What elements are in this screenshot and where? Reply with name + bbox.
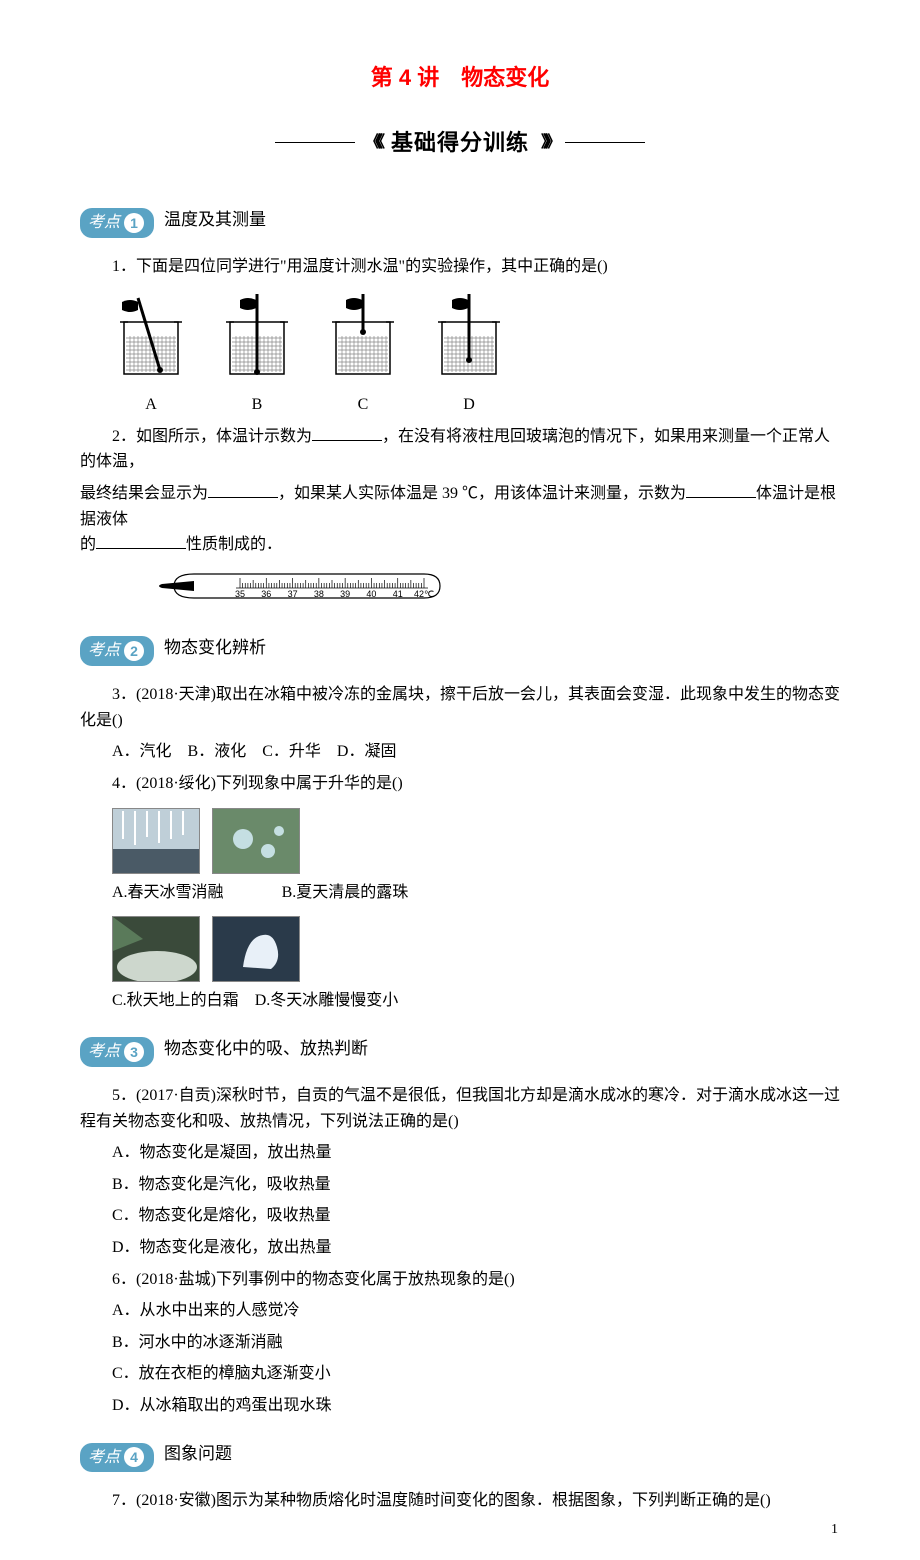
q6-text: 6．(2018·盐城)下列事例中的物态变化属于放热现象的是() [80, 1267, 840, 1293]
q4-img-d [212, 916, 300, 982]
q1-diagram-b: B [218, 288, 296, 418]
q2-thermometer: 35 36 37 38 39 40 41 42℃ [144, 566, 840, 615]
beaker-d-svg [430, 288, 508, 384]
blank [208, 482, 278, 498]
blank [312, 425, 382, 441]
topic-name-4: 图象问题 [164, 1440, 232, 1467]
q4-images-row1 [112, 808, 840, 874]
q2-line1: 2．如图所示，体温计示数为，在没有将液柱甩回玻璃泡的情况下，如果用来测量一个正常… [80, 424, 840, 475]
topic-pill-number: 4 [124, 1447, 144, 1467]
topic-pill-1: 考点 1 [80, 208, 154, 238]
q5-opt-a: A．物态变化是凝固，放出热量 [112, 1140, 840, 1166]
q2-line3: 的 性质制成的． [80, 532, 840, 558]
q7-text: 7．(2018·安徽)图示为某种物质熔化时温度随时间变化的图象．根据图象，下列判… [80, 1488, 840, 1514]
topic-pill-number: 3 [124, 1042, 144, 1062]
q6-opt-c: C．放在衣柜的樟脑丸逐渐变小 [112, 1361, 840, 1387]
q1-diagram-a: A [112, 288, 190, 418]
q4-img-a [112, 808, 200, 874]
q4-label-c: C.秋天地上的白霜 [112, 992, 239, 1009]
q2-line3-b: 性质制成的． [186, 536, 282, 553]
svg-text:39: 39 [340, 589, 350, 599]
beaker-c-svg [324, 288, 402, 384]
topic-1: 考点 1 温度及其测量 [80, 190, 840, 248]
q5-opt-b: B．物态变化是汽化，吸收热量 [112, 1172, 840, 1198]
q4-row2-labels: C.秋天地上的白霜 D.冬天冰雕慢慢变小 [112, 988, 840, 1014]
q5-opt-d: D．物态变化是液化，放出热量 [112, 1235, 840, 1261]
topic-pill-2: 考点 2 [80, 636, 154, 666]
blank [96, 533, 186, 549]
q6-opt-b: B．河水中的冰逐渐消融 [112, 1330, 840, 1356]
q4-label-d: D.冬天冰雕慢慢变小 [255, 992, 399, 1009]
topic-pill-number: 2 [124, 641, 144, 661]
topic-3: 考点 3 物态变化中的吸、放热判断 [80, 1019, 840, 1077]
beaker-b-svg [218, 288, 296, 384]
q4-label-b: B.夏天清晨的露珠 [282, 884, 409, 901]
q4-text: 4．(2018·绥化)下列现象中属于升华的是() [80, 771, 840, 797]
q3-text: 3．(2018·天津)取出在冰箱中被冷冻的金属块，擦干后放一会儿，其表面会变湿．… [80, 682, 840, 733]
q2-line2-b: ，如果某人实际体温是 39 ℃，用该体温计来测量，示数为 [278, 485, 686, 502]
q1-diagrams: A B [112, 288, 840, 418]
q6-opt-d: D．从冰箱取出的鸡蛋出现水珠 [112, 1393, 840, 1419]
q3-options: A．汽化 B．液化 C．升华 D．凝固 [112, 739, 840, 765]
q1-label-a: A [112, 392, 190, 418]
svg-text:38: 38 [314, 589, 324, 599]
q2-line1-a: 2．如图所示，体温计示数为 [112, 428, 312, 445]
q1-label-c: C [324, 392, 402, 418]
svg-text:37: 37 [288, 589, 298, 599]
banner-quotes-right: 》》》 [541, 130, 555, 156]
q1-label-b: B [218, 392, 296, 418]
q4-images-row2 [112, 916, 840, 982]
q6-opt-a: A．从水中出来的人感觉冷 [112, 1298, 840, 1324]
banner-quotes-left: 《《《 [365, 130, 379, 156]
topic-pill-4: 考点 4 [80, 1443, 154, 1473]
svg-text:42℃: 42℃ [414, 589, 434, 599]
topic-pill-label: 考点 [88, 210, 120, 236]
q2-line2-a: 最终结果会显示为 [80, 485, 208, 502]
topic-4: 考点 4 图象问题 [80, 1425, 840, 1483]
svg-text:40: 40 [366, 589, 376, 599]
banner-text: 基础得分训练 [391, 125, 529, 160]
svg-text:35: 35 [235, 589, 245, 599]
topic-pill-number: 1 [124, 213, 144, 233]
blank [686, 482, 756, 498]
q4-img-b [212, 808, 300, 874]
topic-name-3: 物态变化中的吸、放热判断 [164, 1035, 368, 1062]
q5-text: 5．(2017·自贡)深秋时节，自贡的气温不是很低，但我国北方却是滴水成冰的寒冷… [80, 1083, 840, 1134]
svg-text:36: 36 [261, 589, 271, 599]
topic-name-2: 物态变化辨析 [164, 634, 266, 661]
q4-img-c [112, 916, 200, 982]
beaker-a-svg [112, 288, 190, 384]
banner-line-right [565, 142, 645, 143]
page-number: 1 [831, 1519, 838, 1541]
q4-label-a: A.春天冰雪消融 [112, 884, 224, 901]
q1-diagram-d: D [430, 288, 508, 418]
topic-2: 考点 2 物态变化辨析 [80, 618, 840, 676]
section-banner: 《《《 基础得分训练 》》》 [80, 125, 840, 160]
topic-pill-label: 考点 [88, 1039, 120, 1065]
q4-row1-labels: A.春天冰雪消融 B.夏天清晨的露珠 [112, 880, 840, 906]
q1-label-d: D [430, 392, 508, 418]
topic-name-1: 温度及其测量 [164, 206, 266, 233]
svg-text:41: 41 [393, 589, 403, 599]
q2-line2: 最终结果会显示为，如果某人实际体温是 39 ℃，用该体温计来测量，示数为体温计是… [80, 481, 840, 532]
q5-opt-c: C．物态变化是熔化，吸收热量 [112, 1203, 840, 1229]
chapter-title: 第 4 讲 物态变化 [80, 60, 840, 95]
q1-diagram-c: C [324, 288, 402, 418]
topic-pill-label: 考点 [88, 1445, 120, 1471]
topic-pill-3: 考点 3 [80, 1037, 154, 1067]
topic-pill-label: 考点 [88, 638, 120, 664]
q1-text: 1．下面是四位同学进行"用温度计测水温"的实验操作，其中正确的是() [80, 254, 840, 280]
q2-line3-a: 的 [80, 536, 96, 553]
thermometer-svg: 35 36 37 38 39 40 41 42℃ [144, 566, 444, 606]
banner-line-left [275, 142, 355, 143]
